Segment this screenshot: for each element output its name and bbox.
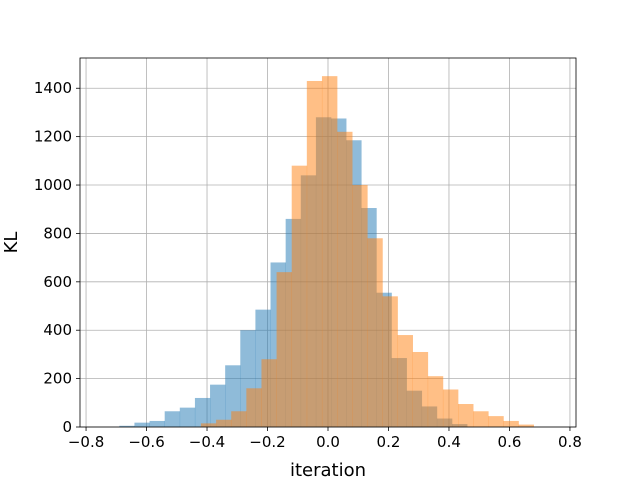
- histogram-bar-series-2: [276, 272, 293, 427]
- histogram-bar-series-1: [119, 425, 135, 427]
- y-tick-label: 1000: [34, 176, 72, 194]
- histogram-bar-series-2: [291, 165, 308, 427]
- y-tick-label: 200: [43, 370, 72, 388]
- histogram-bar-series-2: [216, 419, 232, 427]
- histogram-bar-series-2: [337, 131, 353, 428]
- y-tick-label: 1200: [34, 128, 72, 146]
- x-axis-ticks: −0.8 −0.6 −0.4 −0.2 0.0 0.2 0.4 0.6 0.8: [68, 427, 582, 451]
- x-tick-label: 0.6: [498, 433, 522, 451]
- histogram-bar-series-2: [488, 416, 504, 427]
- y-axis-label: KL: [1, 232, 22, 254]
- histogram-bar-series-2: [352, 185, 368, 427]
- histogram-bar-series-2: [382, 296, 398, 427]
- histogram-bar-series-2: [200, 423, 217, 427]
- y-tick-label: 1400: [34, 79, 72, 97]
- histogram-bar-series-2: [503, 420, 519, 427]
- histogram-bar-series-1: [194, 397, 211, 427]
- x-tick-label: 0.2: [377, 433, 401, 451]
- x-tick-label: −0.6: [128, 433, 164, 451]
- histogram-bar-series-1: [134, 422, 150, 427]
- x-tick-label: 0.4: [437, 433, 461, 451]
- histogram-bar-series-2: [246, 388, 262, 427]
- histogram-bar-series-2: [261, 359, 277, 427]
- histogram-bar-series-1: [210, 384, 226, 427]
- histogram-bar-series-2: [518, 424, 534, 427]
- y-tick-label: 400: [43, 321, 72, 339]
- y-axis-ticks: 0 200 400 600 800 1000 1200 1400: [34, 79, 80, 436]
- histogram-bar-series-2: [427, 376, 444, 427]
- histogram-bar-series-2: [473, 411, 489, 427]
- x-axis-label: iteration: [290, 460, 366, 480]
- x-tick-label: −0.8: [68, 433, 104, 451]
- histogram-bar-series-2: [231, 411, 247, 427]
- histogram-bar-series-2: [442, 389, 459, 427]
- histogram-bar-series-2: [397, 335, 413, 427]
- histogram-bar-series-2: [458, 404, 474, 427]
- y-tick-label: 0: [62, 418, 72, 436]
- histogram-bar-series-2: [412, 351, 429, 427]
- x-tick-label: 0.0: [316, 433, 340, 451]
- histogram-bar-series-2: [306, 80, 323, 428]
- y-tick-label: 800: [43, 224, 72, 242]
- y-tick-label: 600: [43, 273, 72, 291]
- histogram-bar-series-1: [179, 407, 196, 427]
- histogram-bar-series-2: [321, 76, 338, 428]
- x-tick-label: −0.2: [249, 433, 285, 451]
- histogram-bar-series-1: [164, 411, 181, 427]
- x-tick-label: 0.8: [558, 433, 582, 451]
- histogram-bars: [119, 76, 534, 428]
- histogram-bar-series-1: [149, 420, 165, 427]
- x-tick-label: −0.4: [189, 433, 225, 451]
- histogram-bar-series-2: [367, 238, 383, 427]
